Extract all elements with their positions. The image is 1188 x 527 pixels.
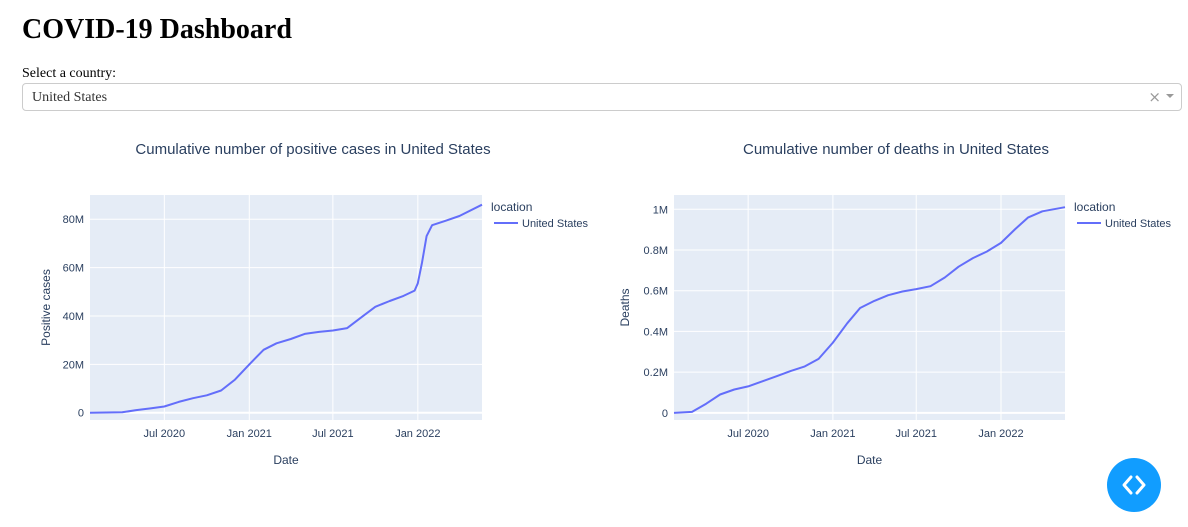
x-axis-title: Date	[273, 453, 299, 467]
y-tick-label: 1M	[653, 204, 668, 216]
legend-title: location	[491, 200, 532, 214]
country-select-label: Select a country:	[22, 66, 117, 81]
page-title: COVID-19 Dashboard	[22, 14, 292, 45]
chart-title: Cumulative number of positive cases in U…	[135, 141, 490, 158]
y-tick-label: 0.6M	[644, 286, 668, 298]
legend-entry: United States	[1105, 218, 1172, 230]
y-tick-label: 0.8M	[644, 245, 668, 257]
y-tick-label: 80M	[63, 214, 84, 226]
y-tick-label: 60M	[63, 263, 84, 275]
legend-title: location	[1074, 200, 1115, 214]
y-tick-label: 20M	[63, 359, 84, 371]
y-tick-label: 40M	[63, 311, 84, 323]
x-tick-label: Jul 2021	[895, 428, 937, 440]
x-tick-label: Jan 2022	[978, 428, 1023, 440]
y-axis-title: Positive cases	[39, 269, 53, 346]
country-select-value: United States	[32, 90, 108, 105]
x-tick-label: Jan 2022	[395, 428, 440, 440]
x-axis-title: Date	[857, 453, 883, 467]
y-tick-label: 0.4M	[644, 326, 668, 338]
code-icon	[1122, 475, 1146, 495]
x-tick-label: Jul 2020	[144, 428, 186, 440]
country-select[interactable]: United States ×	[22, 83, 1182, 111]
y-tick-label: 0	[78, 408, 84, 420]
y-axis-title: Deaths	[618, 288, 632, 326]
legend-entry: United States	[522, 218, 589, 230]
deaths-chart[interactable]: Jul 2020 Jan 2021 Jul 2021 Jan 2022 0 0.2M 0.4…	[590, 125, 1180, 470]
series-line-united-states	[673, 206, 1066, 414]
code-toggle-button[interactable]	[1107, 458, 1161, 512]
clear-icon[interactable]: ×	[1148, 88, 1161, 106]
y-tick-label: 0	[662, 408, 668, 420]
series-line-united-states	[89, 203, 483, 414]
cases-chart[interactable]: Jul 2020 Jan 2021 Jul 2021 Jan 2022 0 20M 40M 6…	[0, 125, 590, 470]
x-tick-label: Jan 2021	[810, 428, 855, 440]
chevron-down-icon[interactable]	[1165, 91, 1175, 101]
x-tick-label: Jan 2021	[227, 428, 272, 440]
chart-title: Cumulative number of deaths in United St…	[743, 141, 1049, 158]
x-tick-label: Jul 2020	[727, 428, 769, 440]
plot-area	[90, 195, 482, 420]
x-tick-label: Jul 2021	[312, 428, 354, 440]
plot-area	[674, 195, 1065, 420]
y-tick-label: 0.2M	[644, 367, 668, 379]
